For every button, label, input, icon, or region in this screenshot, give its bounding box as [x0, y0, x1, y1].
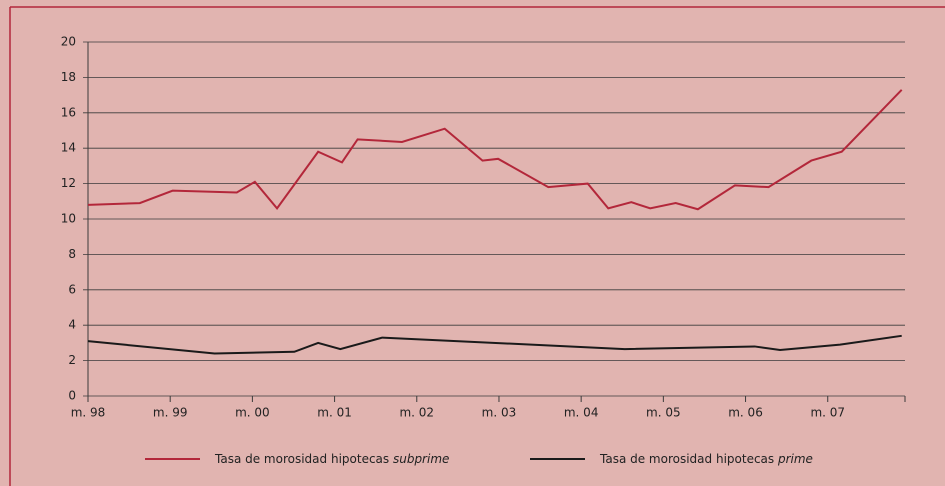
x-tick-label: m. 05	[646, 406, 681, 420]
legend-label: Tasa de morosidad hipotecas subprime	[214, 452, 449, 466]
x-tick-label: m. 00	[235, 406, 270, 420]
y-tick-label: 8	[68, 247, 76, 261]
x-tick-label: m. 99	[153, 406, 188, 420]
y-tick-label: 20	[61, 35, 76, 49]
x-tick-label: m. 01	[317, 406, 352, 420]
y-tick-label: 12	[61, 176, 76, 190]
y-tick-label: 2	[68, 353, 76, 367]
y-tick-label: 6	[68, 282, 76, 296]
y-tick-label: 16	[61, 105, 76, 119]
y-tick-label: 0	[68, 389, 76, 403]
y-tick-label: 18	[61, 70, 76, 84]
y-tick-label: 14	[61, 141, 76, 155]
x-tick-label: m. 03	[482, 406, 517, 420]
legend-label: Tasa de morosidad hipotecas prime	[599, 452, 813, 466]
x-tick-label: m. 07	[810, 406, 845, 420]
x-tick-label: m. 02	[399, 406, 434, 420]
series-line	[87, 334, 902, 355]
x-tick-label: m. 98	[71, 406, 106, 420]
y-tick-label: 10	[61, 212, 76, 226]
x-tick-label: m. 04	[564, 406, 599, 420]
series-line	[87, 89, 903, 211]
y-tick-label: 4	[68, 318, 76, 332]
x-tick-label: m. 06	[728, 406, 763, 420]
